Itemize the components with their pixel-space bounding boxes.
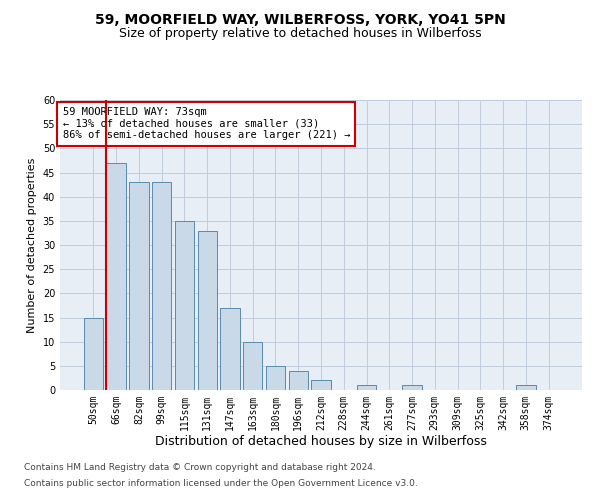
Bar [106, 163, 126, 390]
Bar [289, 370, 308, 390]
Text: 59, MOORFIELD WAY, WILBERFOSS, YORK, YO41 5PN: 59, MOORFIELD WAY, WILBERFOSS, YORK, YO4… [95, 12, 505, 26]
Text: Contains HM Land Registry data © Crown copyright and database right 2024.: Contains HM Land Registry data © Crown c… [24, 464, 376, 472]
Bar [175, 221, 194, 390]
Y-axis label: Number of detached properties: Number of detached properties [27, 158, 37, 332]
Bar [266, 366, 285, 390]
Text: Contains public sector information licensed under the Open Government Licence v3: Contains public sector information licen… [24, 478, 418, 488]
Bar [357, 385, 376, 390]
Bar [197, 230, 217, 390]
Bar [220, 308, 239, 390]
Bar [311, 380, 331, 390]
Bar [84, 318, 103, 390]
Text: 59 MOORFIELD WAY: 73sqm
← 13% of detached houses are smaller (33)
86% of semi-de: 59 MOORFIELD WAY: 73sqm ← 13% of detache… [62, 108, 350, 140]
Text: Size of property relative to detached houses in Wilberfoss: Size of property relative to detached ho… [119, 28, 481, 40]
Bar [243, 342, 262, 390]
Text: Distribution of detached houses by size in Wilberfoss: Distribution of detached houses by size … [155, 435, 487, 448]
Bar [516, 385, 536, 390]
Bar [152, 182, 172, 390]
Bar [129, 182, 149, 390]
Bar [403, 385, 422, 390]
